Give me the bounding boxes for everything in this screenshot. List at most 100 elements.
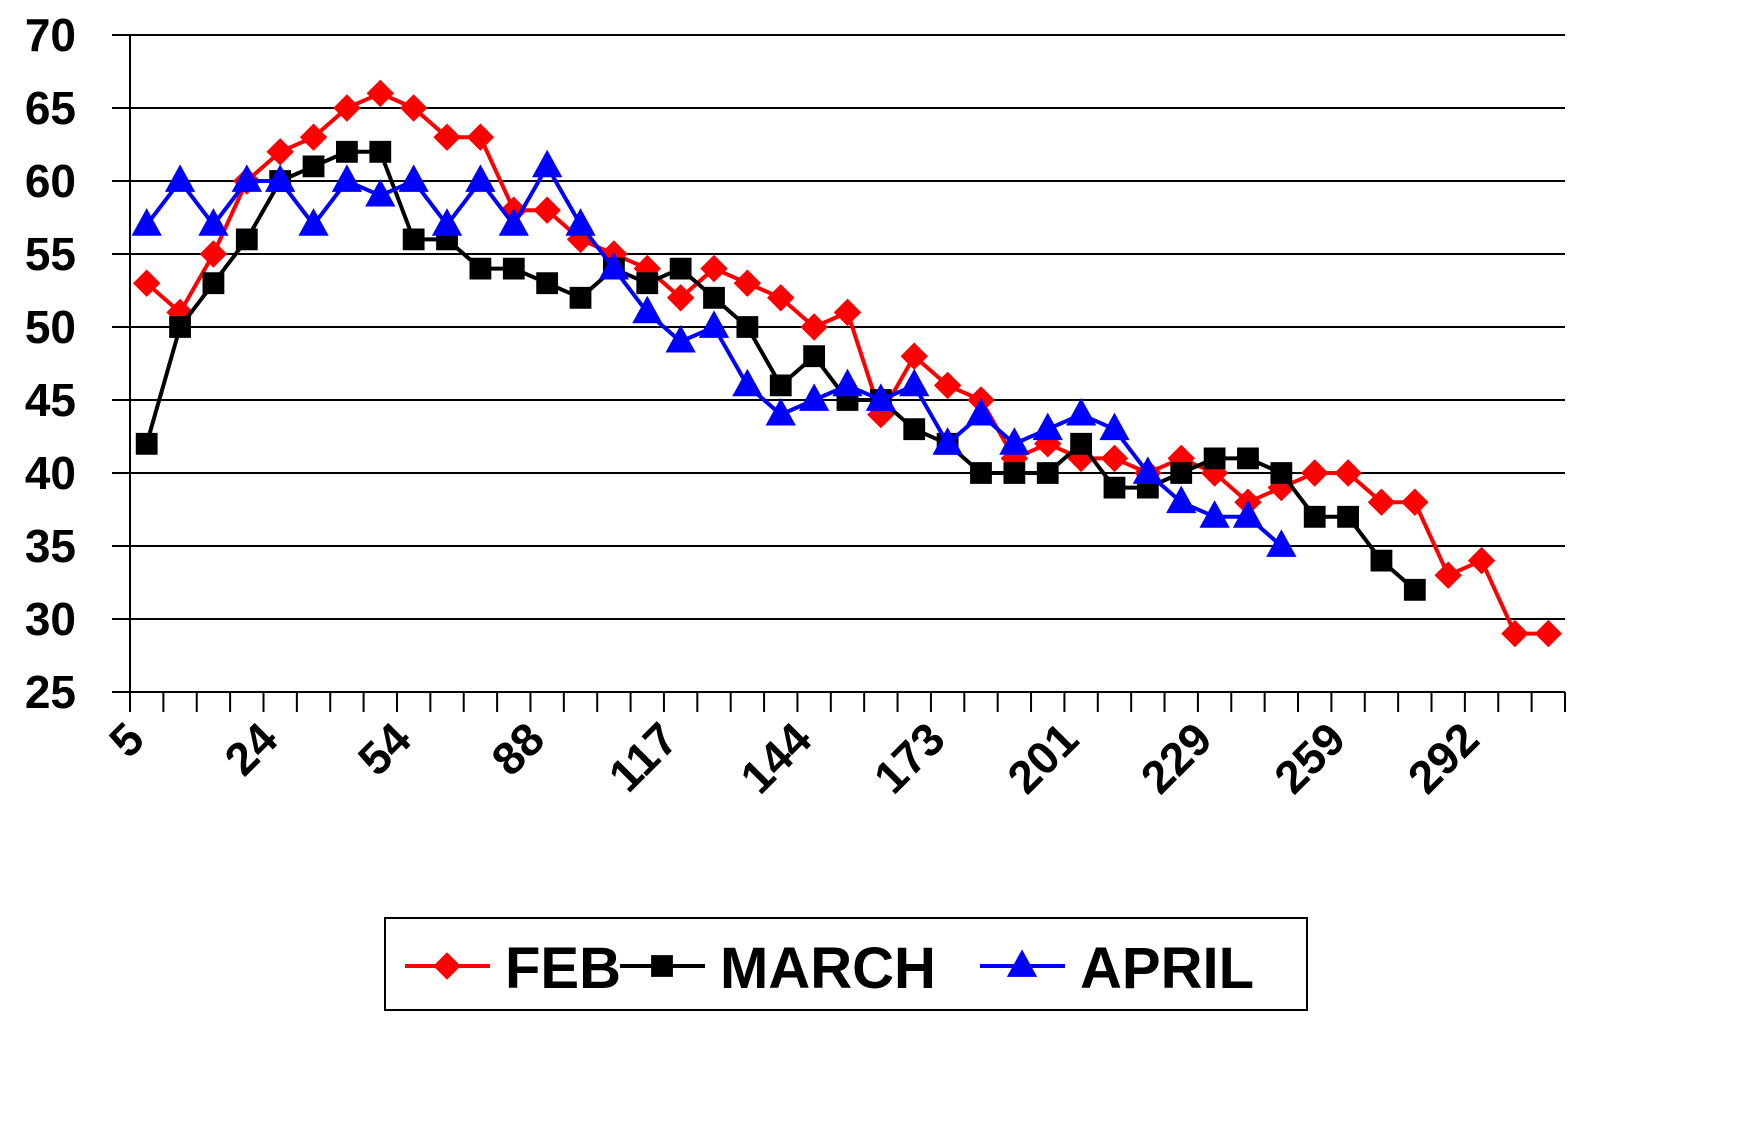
marker xyxy=(965,397,997,426)
marker xyxy=(536,272,559,295)
marker xyxy=(135,432,158,455)
marker xyxy=(366,79,394,108)
y-tick-label: 65 xyxy=(25,82,76,134)
marker xyxy=(1100,444,1129,473)
marker xyxy=(202,272,225,295)
marker xyxy=(398,164,429,192)
marker xyxy=(932,427,963,455)
x-tick-label: 292 xyxy=(1398,712,1489,803)
marker xyxy=(1403,578,1426,601)
marker xyxy=(1370,549,1393,572)
marker xyxy=(669,257,692,280)
marker xyxy=(466,123,495,151)
marker xyxy=(1203,447,1226,470)
marker xyxy=(465,164,496,192)
marker xyxy=(598,251,630,280)
marker xyxy=(333,94,361,122)
marker xyxy=(1103,476,1126,499)
marker xyxy=(865,383,897,411)
marker xyxy=(903,418,926,441)
marker xyxy=(999,427,1030,455)
marker xyxy=(1032,412,1063,441)
y-tick-label: 40 xyxy=(25,447,76,499)
marker xyxy=(1070,432,1093,455)
marker xyxy=(369,140,392,163)
y-tick-label: 30 xyxy=(25,593,76,645)
marker xyxy=(502,257,525,280)
marker xyxy=(169,316,191,338)
marker xyxy=(1166,485,1197,514)
marker xyxy=(899,368,930,397)
y-tick-label: 70 xyxy=(25,9,76,61)
x-tick-label: 173 xyxy=(864,712,955,803)
marker xyxy=(399,94,428,122)
x-tick-label: 259 xyxy=(1264,712,1355,803)
x-tick-label: 54 xyxy=(348,712,421,785)
marker xyxy=(469,257,492,280)
marker xyxy=(832,368,863,397)
marker xyxy=(498,208,529,236)
marker xyxy=(1401,488,1429,516)
y-tick-label: 45 xyxy=(25,374,76,426)
marker xyxy=(1434,561,1462,589)
marker xyxy=(1367,488,1396,516)
marker xyxy=(1036,462,1059,484)
marker xyxy=(736,316,759,338)
x-tick-label: 229 xyxy=(1131,712,1222,803)
marker xyxy=(1534,619,1563,648)
marker xyxy=(1501,619,1529,648)
marker xyxy=(402,228,425,251)
marker xyxy=(1170,462,1193,484)
legend-box xyxy=(384,917,1308,1011)
marker xyxy=(1270,462,1293,484)
marker xyxy=(1266,529,1297,557)
marker xyxy=(569,286,592,309)
marker xyxy=(769,374,792,397)
marker xyxy=(700,254,728,283)
marker xyxy=(1337,505,1359,528)
y-tick-label: 50 xyxy=(25,301,76,353)
marker xyxy=(1334,459,1362,487)
marker xyxy=(800,313,828,341)
marker xyxy=(565,208,596,236)
marker xyxy=(365,178,396,207)
marker xyxy=(666,284,695,312)
marker xyxy=(733,269,762,297)
marker xyxy=(698,310,730,338)
marker xyxy=(1467,546,1496,575)
marker xyxy=(299,123,328,151)
marker xyxy=(1065,397,1097,426)
y-tick-label: 60 xyxy=(25,155,76,207)
marker xyxy=(636,272,659,295)
marker xyxy=(433,123,461,151)
marker xyxy=(265,164,296,192)
marker xyxy=(1303,505,1326,528)
marker xyxy=(703,286,725,309)
x-tick-label: 201 xyxy=(997,712,1088,803)
marker xyxy=(833,298,862,327)
marker xyxy=(164,164,196,192)
marker xyxy=(1099,412,1130,441)
marker xyxy=(533,196,561,224)
marker xyxy=(1132,456,1163,484)
marker xyxy=(632,295,663,324)
marker xyxy=(1003,462,1026,484)
marker xyxy=(1301,459,1329,487)
series-line xyxy=(145,91,1549,636)
marker xyxy=(235,228,258,251)
marker xyxy=(532,149,563,178)
marker xyxy=(132,269,161,297)
marker xyxy=(765,397,796,426)
marker xyxy=(336,140,358,163)
marker xyxy=(767,284,795,312)
marker xyxy=(198,208,229,236)
marker xyxy=(1199,500,1230,528)
y-tick-label: 25 xyxy=(25,666,76,718)
y-tick-label: 35 xyxy=(25,520,76,572)
marker xyxy=(131,208,162,236)
marker xyxy=(431,208,463,236)
x-tick-label: 5 xyxy=(99,712,154,767)
marker xyxy=(970,462,992,484)
marker xyxy=(331,164,363,192)
